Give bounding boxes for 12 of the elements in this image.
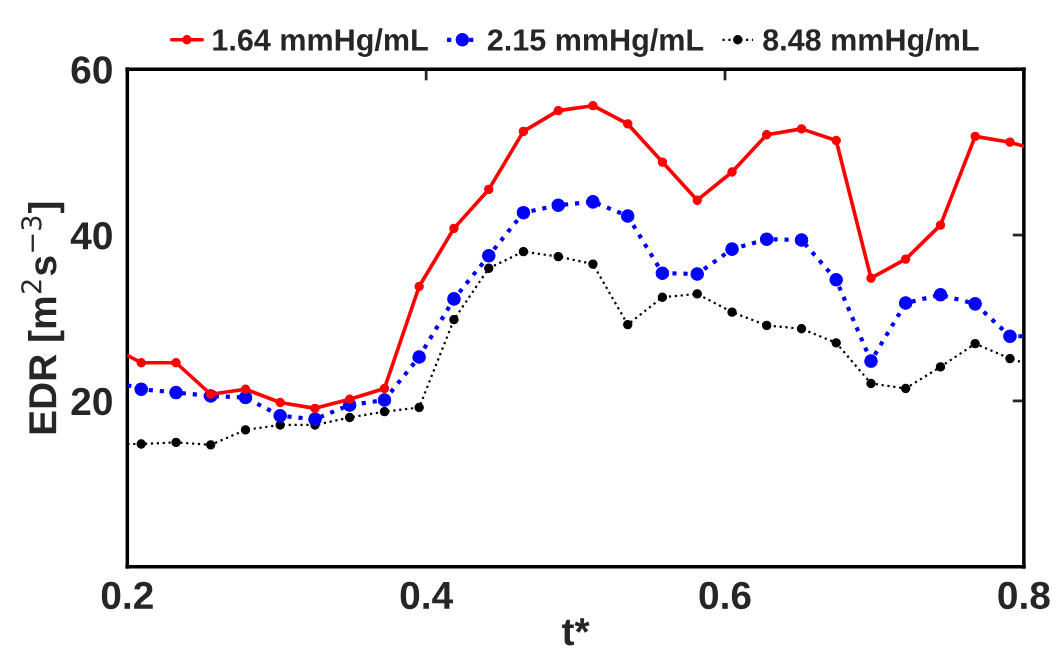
y-tick-label: 40: [70, 221, 112, 250]
y-axis-title: EDR [m$^{2}$s$^{−3}$]: [21, 202, 65, 434]
x-tick-label: 0.4: [400, 581, 453, 610]
legend-label: 8.48 mmHg/mL: [763, 28, 979, 57]
x-tick-label: 0.8: [998, 581, 1050, 610]
x-axis-title: t*: [562, 618, 590, 646]
x-tick-label: 0.2: [101, 581, 153, 610]
y-tick-label: 20: [71, 387, 112, 416]
x-tick-label: 0.6: [699, 581, 751, 610]
legend-label: 2.15 mmHg/mL: [487, 28, 704, 57]
y-tick-label: 60: [71, 56, 112, 84]
legend-label: 1.64 mmHg/mL: [213, 28, 428, 57]
